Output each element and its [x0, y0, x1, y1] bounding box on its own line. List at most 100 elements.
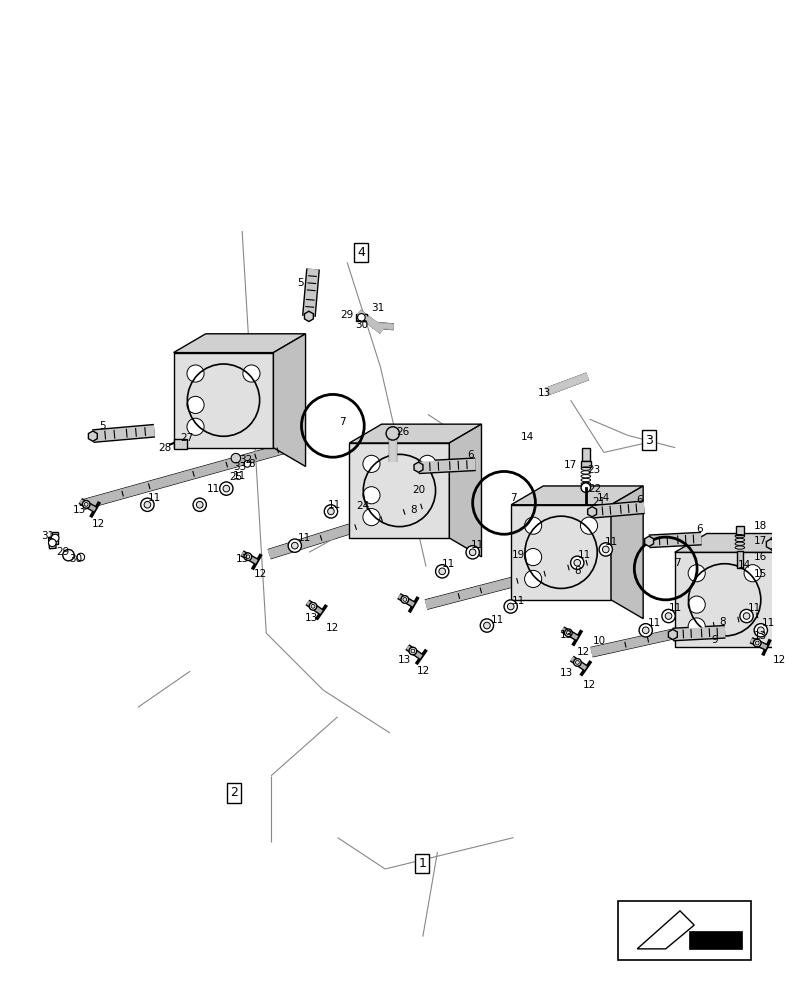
- Text: 16: 16: [753, 552, 766, 562]
- Text: 5: 5: [99, 421, 106, 431]
- Text: 7: 7: [673, 558, 680, 568]
- Circle shape: [753, 624, 766, 637]
- Polygon shape: [355, 314, 367, 321]
- Circle shape: [243, 461, 251, 467]
- FancyBboxPatch shape: [581, 461, 590, 467]
- Text: 12: 12: [582, 680, 595, 690]
- Text: 4: 4: [357, 246, 365, 259]
- Text: 6: 6: [467, 450, 474, 460]
- Circle shape: [140, 498, 154, 511]
- Text: 32: 32: [238, 455, 251, 465]
- Polygon shape: [644, 536, 653, 546]
- Circle shape: [687, 565, 705, 582]
- Circle shape: [187, 418, 204, 435]
- Polygon shape: [667, 629, 676, 640]
- Circle shape: [51, 534, 59, 542]
- Text: 31: 31: [41, 531, 54, 541]
- Circle shape: [324, 505, 337, 518]
- Text: 1: 1: [418, 857, 426, 870]
- Circle shape: [573, 559, 580, 566]
- Text: 27: 27: [181, 433, 194, 443]
- Polygon shape: [349, 443, 448, 538]
- Polygon shape: [689, 931, 741, 949]
- Text: 11: 11: [328, 500, 341, 510]
- Text: 11: 11: [747, 603, 760, 613]
- Polygon shape: [49, 537, 56, 549]
- Circle shape: [599, 543, 611, 556]
- Text: 10: 10: [592, 636, 605, 646]
- Text: 26: 26: [396, 427, 410, 437]
- Text: 22: 22: [588, 484, 601, 494]
- Circle shape: [196, 501, 203, 508]
- Circle shape: [435, 565, 448, 578]
- Text: 20: 20: [411, 485, 424, 495]
- Polygon shape: [174, 334, 305, 353]
- Circle shape: [62, 549, 74, 561]
- Text: 11: 11: [604, 537, 617, 547]
- Text: 11: 11: [761, 618, 774, 628]
- Text: 9: 9: [711, 635, 718, 645]
- Circle shape: [223, 485, 230, 492]
- Polygon shape: [349, 424, 481, 443]
- Circle shape: [754, 641, 758, 645]
- Text: 15: 15: [753, 569, 766, 579]
- Text: 6: 6: [635, 495, 642, 505]
- Circle shape: [581, 483, 590, 492]
- Text: 25: 25: [229, 472, 242, 482]
- Text: 12: 12: [254, 569, 267, 579]
- Circle shape: [566, 631, 569, 635]
- Text: 11: 11: [442, 559, 455, 569]
- Circle shape: [687, 618, 705, 635]
- Circle shape: [244, 553, 251, 560]
- Polygon shape: [511, 486, 642, 505]
- Circle shape: [246, 555, 250, 559]
- Text: 29: 29: [340, 310, 354, 320]
- Circle shape: [661, 609, 675, 623]
- Circle shape: [410, 649, 414, 653]
- Polygon shape: [674, 552, 774, 647]
- Circle shape: [291, 542, 298, 549]
- Text: 12: 12: [772, 655, 786, 665]
- Circle shape: [309, 603, 316, 610]
- Circle shape: [642, 627, 648, 634]
- Text: 11: 11: [577, 550, 590, 560]
- Polygon shape: [88, 431, 97, 441]
- Polygon shape: [448, 424, 481, 557]
- Text: 11: 11: [233, 471, 246, 481]
- Text: 12: 12: [91, 519, 105, 529]
- Circle shape: [638, 624, 651, 637]
- Circle shape: [743, 565, 760, 582]
- Circle shape: [242, 365, 260, 382]
- Circle shape: [602, 546, 608, 553]
- Circle shape: [757, 627, 763, 634]
- Text: 18: 18: [753, 521, 766, 531]
- Circle shape: [386, 427, 399, 440]
- Text: 28: 28: [157, 443, 171, 453]
- Circle shape: [187, 396, 204, 413]
- Circle shape: [193, 498, 206, 511]
- Polygon shape: [674, 534, 806, 552]
- Circle shape: [483, 622, 490, 629]
- Circle shape: [357, 314, 365, 321]
- Text: 11: 11: [148, 493, 161, 503]
- FancyBboxPatch shape: [617, 901, 750, 960]
- Circle shape: [753, 639, 760, 647]
- Text: 5: 5: [297, 278, 303, 288]
- Circle shape: [49, 539, 56, 547]
- Circle shape: [739, 609, 753, 623]
- Text: 31: 31: [371, 303, 384, 313]
- Text: 8: 8: [719, 617, 725, 627]
- Circle shape: [82, 501, 90, 508]
- Circle shape: [742, 613, 749, 619]
- Text: 14: 14: [521, 432, 534, 442]
- Circle shape: [504, 600, 517, 613]
- Text: 17: 17: [753, 536, 766, 546]
- Circle shape: [524, 570, 541, 587]
- Circle shape: [479, 619, 493, 632]
- Text: 8: 8: [573, 566, 580, 576]
- FancyBboxPatch shape: [581, 448, 589, 461]
- Text: 13: 13: [397, 655, 410, 665]
- Polygon shape: [637, 911, 693, 949]
- Text: 17: 17: [564, 460, 577, 470]
- FancyBboxPatch shape: [174, 439, 187, 449]
